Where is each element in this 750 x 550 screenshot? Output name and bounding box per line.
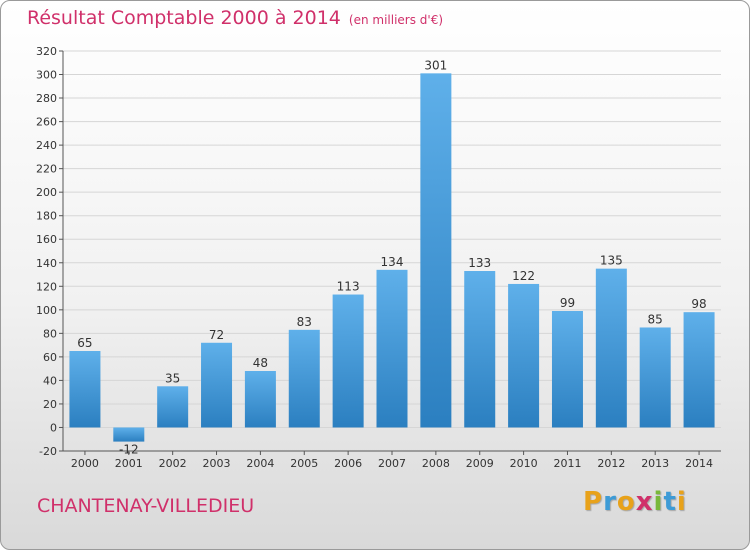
- bar: [508, 283, 540, 428]
- y-tick-label: 120: [36, 280, 57, 293]
- bar: [157, 386, 189, 428]
- data-label: 35: [165, 371, 180, 385]
- y-tick-label: 220: [36, 163, 57, 176]
- bar: [288, 329, 320, 428]
- bar: [551, 311, 583, 428]
- y-tick-label: 200: [36, 186, 57, 199]
- x-tick-label: 2011: [553, 457, 581, 470]
- y-tick-label: 60: [43, 351, 57, 364]
- x-tick-label: 2000: [71, 457, 99, 470]
- y-tick-label: -20: [39, 445, 57, 458]
- data-label: 135: [600, 254, 623, 268]
- chart-title: Résultat Comptable 2000 à 2014 (en millie…: [27, 7, 443, 29]
- y-tick-label: 80: [43, 327, 57, 340]
- data-label: 301: [424, 58, 447, 72]
- logo-letter: o: [616, 487, 636, 517]
- x-tick-label: 2009: [466, 457, 494, 470]
- x-tick-label: 2012: [597, 457, 625, 470]
- data-label: 72: [209, 328, 224, 342]
- logo-letter: t: [663, 487, 677, 517]
- y-tick-label: 180: [36, 210, 57, 223]
- y-tick-label: 140: [36, 257, 57, 270]
- bar: [464, 271, 496, 428]
- bar: [69, 351, 101, 428]
- y-tick-label: 100: [36, 304, 57, 317]
- x-tick-label: 2013: [641, 457, 669, 470]
- chart-unit: (en milliers d'€): [348, 13, 444, 27]
- x-tick-label: 2004: [246, 457, 274, 470]
- logo-letter: i: [676, 487, 687, 517]
- bar: [332, 294, 364, 428]
- y-tick-label: 240: [36, 139, 57, 152]
- x-tick-label: 2006: [334, 457, 362, 470]
- data-label: 83: [297, 315, 312, 329]
- x-tick-label: 2008: [422, 457, 450, 470]
- data-label: 85: [648, 312, 663, 326]
- data-label: -12: [119, 443, 139, 457]
- bar: [201, 342, 233, 428]
- y-tick-label: 280: [36, 92, 57, 105]
- y-tick-label: 300: [36, 69, 57, 82]
- x-tick-label: 2007: [378, 457, 406, 470]
- logo-letter: x: [635, 487, 654, 517]
- y-tick-label: 0: [50, 421, 57, 434]
- logo-letter: i: [653, 487, 664, 517]
- bar: [683, 312, 715, 428]
- bar: [244, 371, 276, 428]
- town-name: CHANTENAY-VILLEDIEU: [37, 495, 255, 517]
- data-label: 65: [77, 336, 92, 350]
- data-label: 122: [512, 269, 535, 283]
- x-tick-label: 2005: [290, 457, 318, 470]
- data-label: 99: [560, 296, 575, 310]
- x-tick-label: 2010: [510, 457, 538, 470]
- chart-title-text: Résultat Comptable 2000 à 2014: [27, 7, 341, 29]
- data-label: 98: [691, 297, 706, 311]
- y-tick-label: 260: [36, 116, 57, 129]
- x-tick-label: 2001: [115, 457, 143, 470]
- y-tick-label: 320: [36, 45, 57, 58]
- data-label: 48: [253, 356, 268, 370]
- y-tick-label: 40: [43, 374, 57, 387]
- proxiti-logo: Proxiti: [583, 487, 687, 517]
- y-tick-label: 20: [43, 398, 57, 411]
- data-label: 134: [381, 255, 404, 269]
- bar: [113, 427, 145, 442]
- x-tick-label: 2014: [685, 457, 713, 470]
- x-tick-label: 2002: [159, 457, 187, 470]
- bar: [420, 73, 452, 428]
- bar: [376, 269, 408, 428]
- x-tick-label: 2003: [203, 457, 231, 470]
- data-label: 113: [337, 280, 360, 294]
- data-label: 133: [468, 256, 491, 270]
- bar: [639, 327, 671, 428]
- bar: [595, 268, 627, 428]
- logo-letter: r: [603, 487, 617, 517]
- y-tick-label: 160: [36, 233, 57, 246]
- logo-letter: P: [583, 487, 604, 517]
